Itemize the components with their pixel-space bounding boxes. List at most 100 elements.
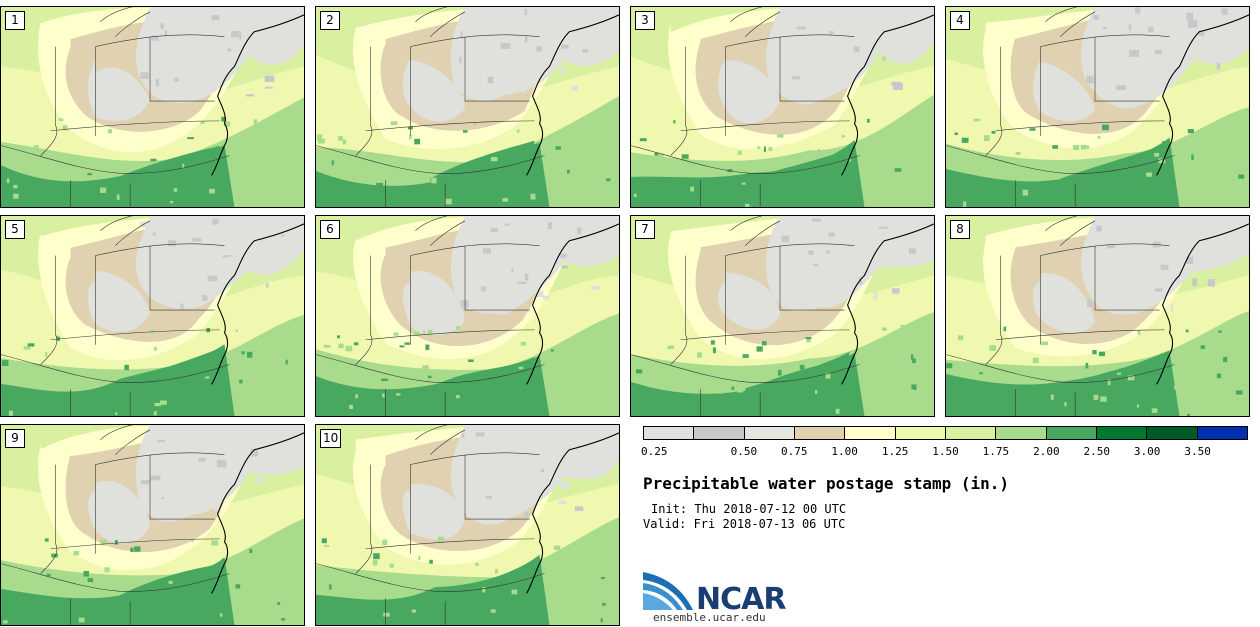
pw-speckle (277, 602, 281, 605)
pw-speckle (900, 324, 907, 328)
pw-speckle-gray (892, 288, 900, 294)
pw-speckle (502, 198, 509, 202)
state-border (1040, 243, 1170, 256)
pw-speckle (160, 400, 167, 405)
pw-speckle (633, 178, 637, 184)
colorbar-tick-label: 0.25 (641, 445, 668, 458)
pw-speckle (867, 118, 870, 123)
pw-speckle (1143, 403, 1150, 410)
pw-speckle-gray (163, 26, 173, 30)
pw-speckle-gray (543, 295, 549, 300)
pw-speckle (518, 366, 524, 370)
pw-speckle-gray (825, 250, 830, 254)
pw-speckle-gray (582, 458, 585, 461)
pw-speckle (1100, 396, 1107, 402)
pw-speckle (206, 160, 210, 167)
colorbar-segment (845, 427, 896, 439)
pw-speckle-gray (244, 449, 253, 456)
pw-speckle (916, 189, 923, 193)
pw-speckle-gray (823, 15, 832, 22)
pw-speckle (520, 341, 527, 346)
pw-speckle (382, 539, 388, 546)
pw-speckle (331, 579, 335, 583)
pw-speckle (299, 139, 304, 142)
member-number: 8 (950, 220, 970, 239)
pw-speckle (741, 182, 746, 185)
colorbar-segment (644, 427, 695, 439)
pw-band-gray (450, 425, 619, 525)
state-border (631, 354, 860, 383)
pw-speckle-gray (459, 56, 462, 64)
pw-map (1, 7, 304, 207)
colorbar-segment (744, 427, 795, 439)
pw-speckle-gray (826, 289, 833, 294)
pw-speckle (923, 195, 927, 198)
pw-speckle (946, 363, 953, 369)
pw-speckle-gray (902, 35, 907, 38)
pw-speckle-gray (828, 232, 835, 237)
pw-speckle-gray (461, 95, 467, 101)
pw-speckle-gray (1160, 264, 1169, 270)
state-border (1, 563, 230, 592)
pw-speckle-gray (1116, 85, 1127, 91)
pw-speckle-gray (198, 457, 206, 462)
pw-speckle-gray (1129, 49, 1139, 57)
pw-speckle (259, 371, 266, 376)
pw-speckle (13, 193, 19, 199)
pw-speckle-gray (1154, 288, 1163, 292)
pw-speckle (456, 394, 460, 399)
pw-speckle (58, 118, 64, 122)
pw-speckle (1200, 345, 1205, 349)
member-number: 7 (635, 220, 655, 239)
state-border (355, 255, 373, 365)
state-border (50, 120, 220, 132)
state-border (410, 34, 540, 47)
coastline (841, 14, 934, 176)
pw-speckle (134, 546, 141, 552)
pw-speckle-gray (1106, 244, 1116, 249)
pw-speckle (1092, 349, 1097, 355)
pw-speckle-gray (1216, 62, 1221, 70)
pw-speckle (710, 340, 715, 345)
pw-speckle (337, 335, 340, 339)
pw-speckle-gray (157, 439, 165, 443)
pw-speckle (383, 612, 390, 617)
pw-speckle (200, 121, 205, 125)
pw-speckle-gray (561, 66, 566, 74)
pw-speckle (911, 384, 914, 390)
colorbar-segment (794, 427, 846, 439)
pw-speckle (600, 576, 605, 580)
pw-speckle (431, 177, 437, 184)
pw-speckle (1185, 329, 1189, 333)
pw-speckle-gray (161, 497, 165, 500)
pw-speckle (316, 134, 323, 141)
pw-speckle-gray (460, 31, 463, 39)
pw-speckle-gray (1147, 44, 1157, 52)
pw-speckle-gray (524, 9, 528, 16)
pw-speckle-gray (845, 7, 855, 12)
pw-speckle-gray (861, 273, 869, 281)
pw-speckle-gray (1143, 279, 1146, 284)
pw-speckle (777, 133, 784, 138)
pw-speckle (124, 364, 129, 371)
pw-speckle (399, 345, 405, 348)
pw-band-gray (1080, 7, 1249, 109)
pw-speckle (338, 343, 344, 349)
state-border (700, 180, 761, 207)
pw-speckle-gray (806, 70, 809, 76)
pw-speckle (1136, 404, 1139, 408)
pw-speckle (176, 203, 181, 207)
pw-speckle (154, 402, 162, 407)
pw-speckle-gray (1221, 8, 1228, 15)
state-border (50, 329, 220, 341)
state-border (385, 180, 446, 207)
pw-speckle (841, 135, 845, 138)
pw-speckle (345, 345, 353, 352)
pw-speckle (1022, 189, 1029, 196)
pw-speckle-gray (156, 266, 162, 273)
pw-speckle (600, 618, 603, 623)
pw-speckle (957, 335, 964, 341)
pw-speckle (437, 536, 445, 543)
pw-speckle-gray (547, 222, 552, 230)
pw-speckle (395, 393, 401, 396)
